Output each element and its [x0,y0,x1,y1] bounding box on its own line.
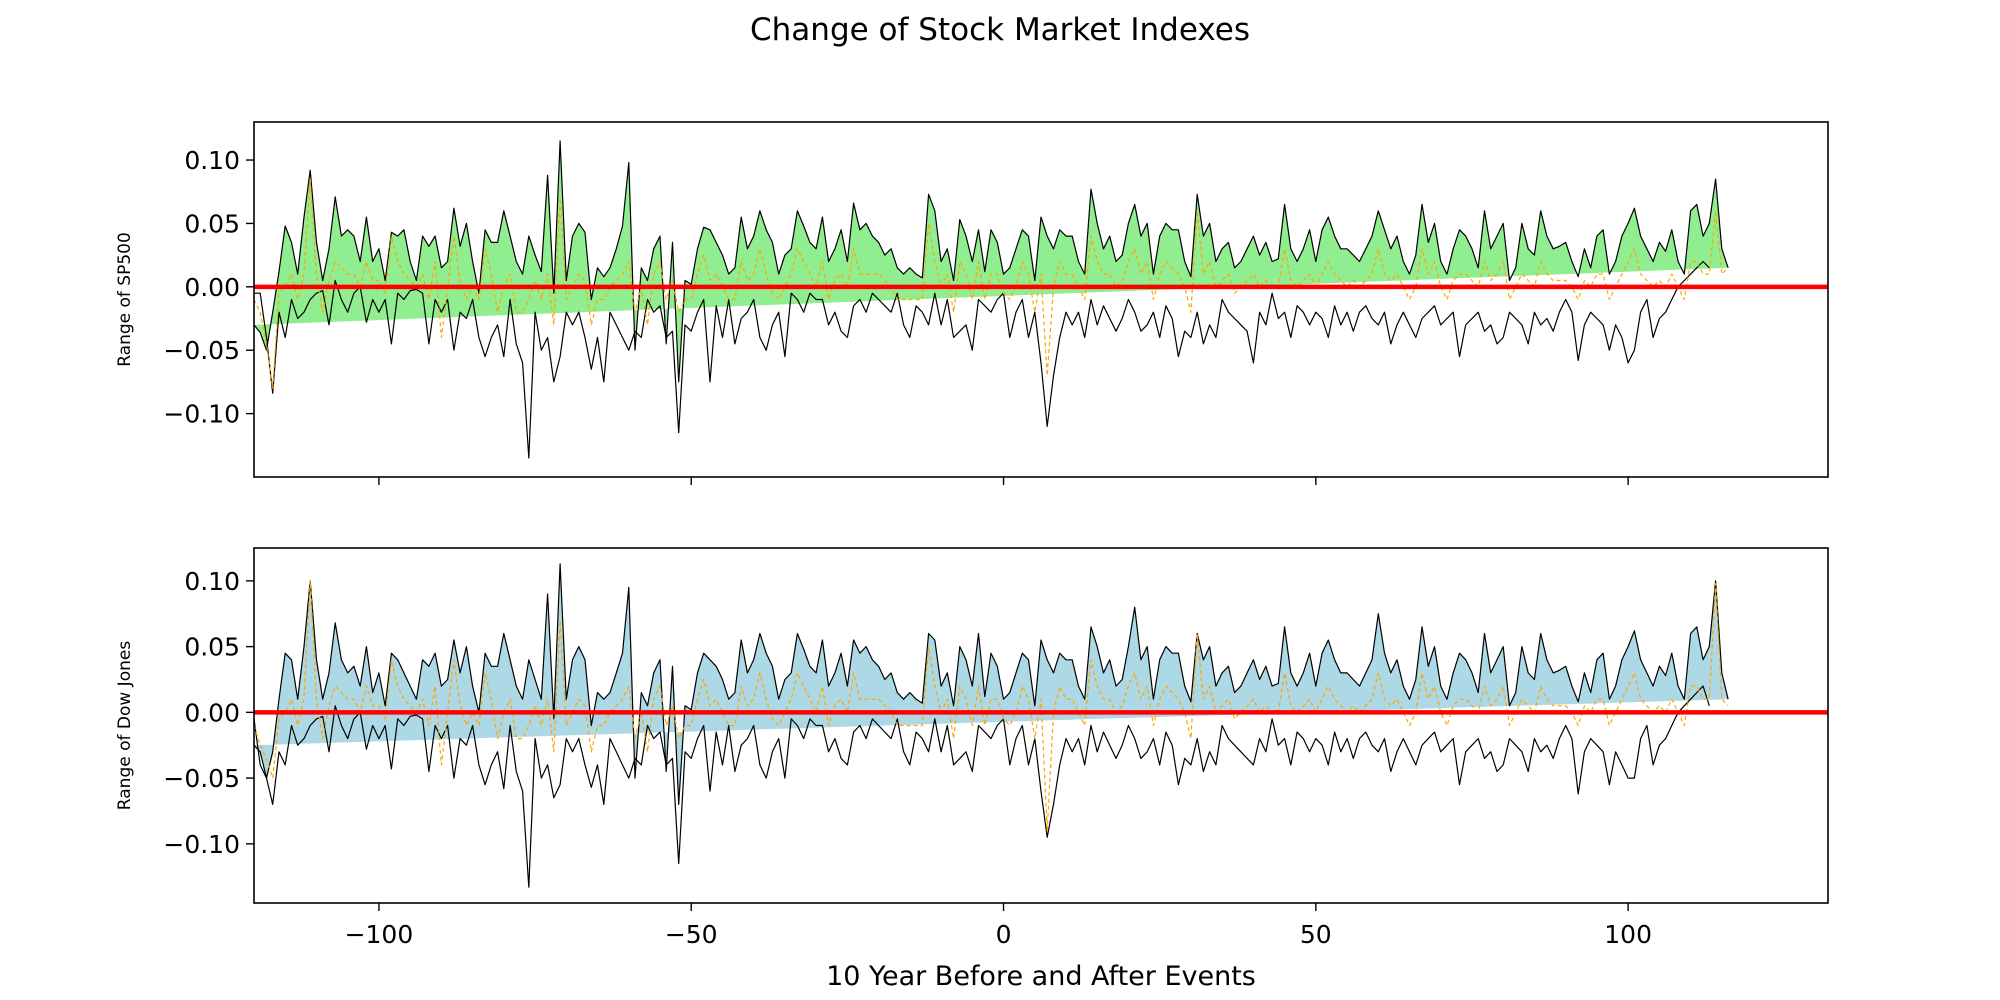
y-tick-label: 0.00 [184,273,240,302]
y-axis-label: Range of SP500 [115,232,135,367]
mean-dashed-line [254,178,1729,389]
y-tick-label: −0.05 [163,764,240,793]
y-tick-label: 0.10 [184,146,240,175]
y-tick-label: −0.10 [163,400,240,429]
axes-frame [253,547,1829,904]
y-tick-label: −0.05 [163,336,240,365]
range-fill-area [254,563,1729,805]
x-axis-label: 10 Year Before and After Events [826,961,1256,992]
y-tick-label: −0.10 [163,830,240,859]
mean-dashed-line [254,580,1729,832]
y-axis-label: Range of Dow Jones [115,641,135,811]
upper-bound-line [254,563,1729,805]
x-tick-label: 0 [996,920,1012,949]
x-tick-label: −100 [345,920,414,949]
y-tick-label: 0.05 [184,633,240,662]
axes-frame [253,121,1829,478]
subplot-1: −0.10 −0.05 0.00 0.05 0.10 Range of SP500 [115,121,1829,485]
plot-area [254,563,1828,888]
y-tick-label: 0.00 [184,698,240,727]
plot-area [254,140,1828,459]
x-tick-label: −50 [665,920,718,949]
lower-bound-line [254,685,1710,888]
x-tick-label: 100 [1604,920,1652,949]
x-tick-label: 50 [1300,920,1332,949]
figure-title: Change of Stock Market Indexes [750,12,1250,48]
subplot-2: −0.10 −0.05 0.00 0.05 0.10 −100 −50 0 50 100 Range… [115,547,1829,992]
range-fill-area [254,141,1729,382]
lower-bound-line [254,260,1710,459]
y-tick-label: 0.10 [184,567,240,596]
upper-bound-line [254,140,1729,383]
y-tick-label: 0.05 [184,209,240,238]
